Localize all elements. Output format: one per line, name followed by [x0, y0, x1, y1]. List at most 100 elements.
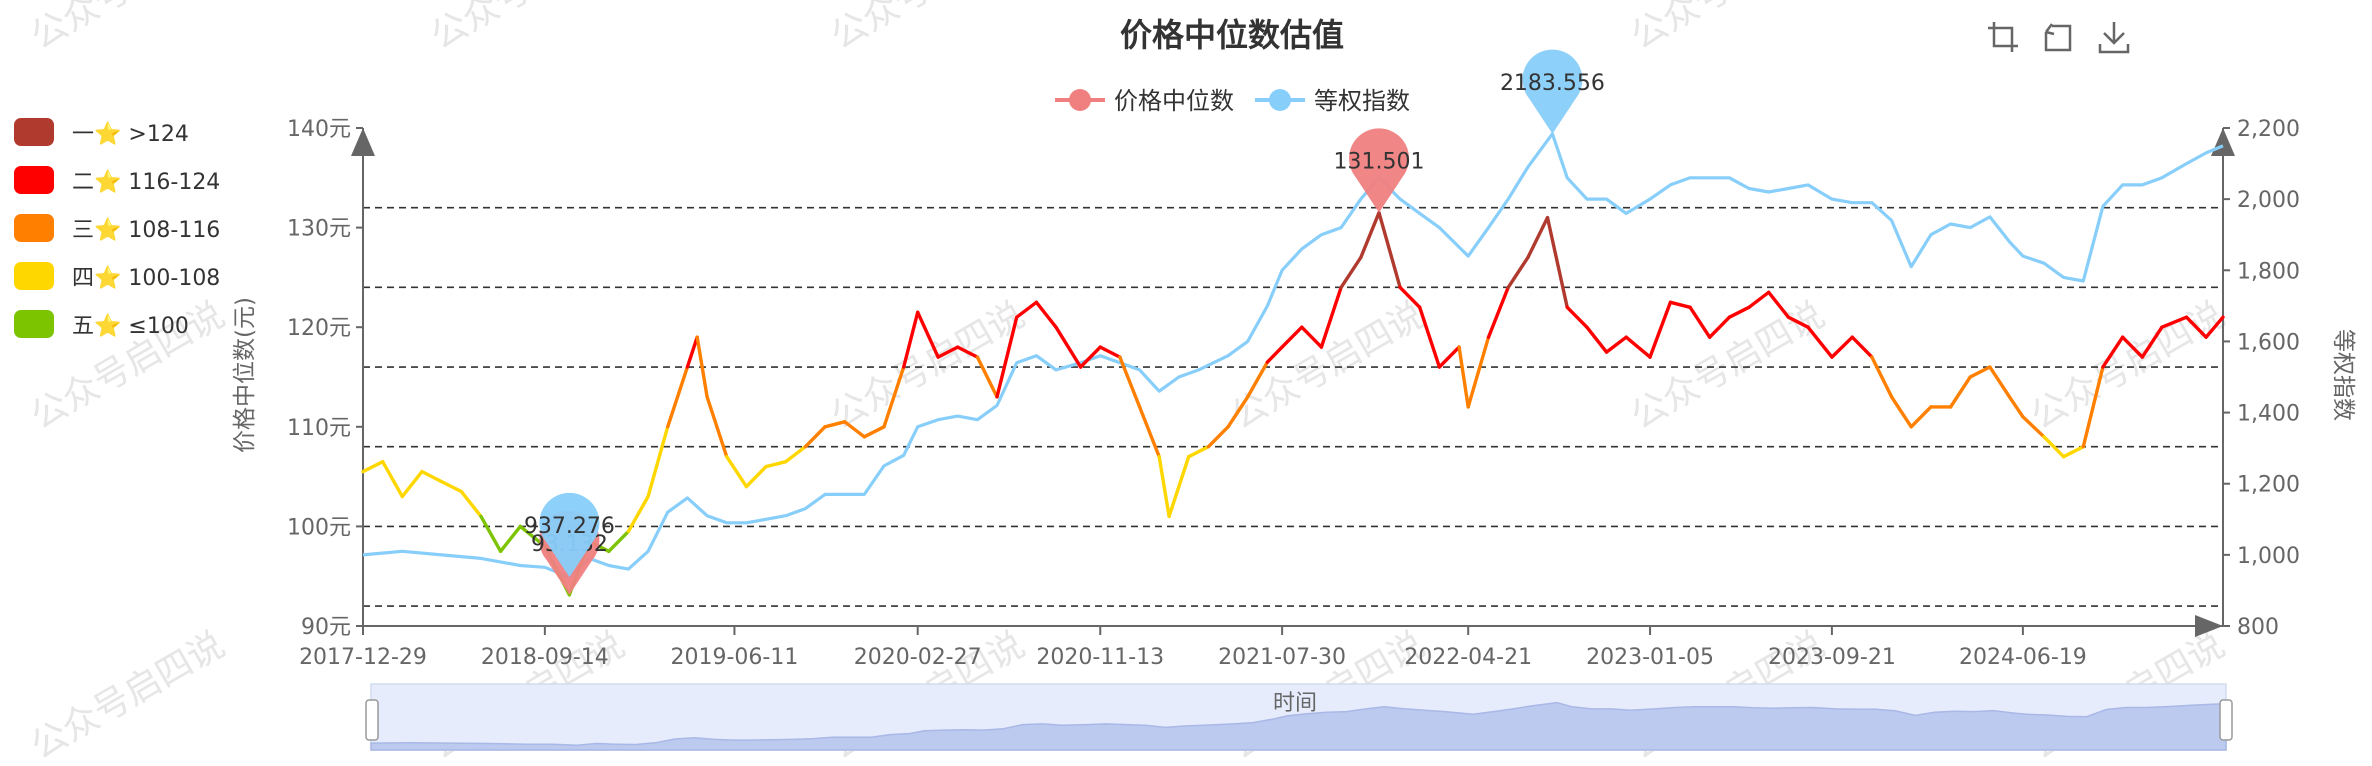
- x-tick-label: 2023-09-21: [1768, 645, 1896, 670]
- series-segment-price-median: [1300, 325, 1324, 349]
- series-segment-price-median: [1624, 335, 1652, 359]
- visual-map-item[interactable]: 三⭐ 108-116: [14, 214, 220, 243]
- series-segment-price-median: [2184, 315, 2208, 339]
- series-segment-price-median: [725, 455, 749, 489]
- series-segment-price-median: [498, 524, 522, 553]
- watermark-text: 公众号启四说: [824, 0, 1032, 58]
- x-tick-label: 2022-04-21: [1404, 645, 1532, 670]
- series-segment-price-median: [400, 469, 424, 499]
- series-segment-price-median: [705, 395, 729, 459]
- visual-map-item[interactable]: 五⭐ ≤100: [14, 310, 189, 339]
- series-segment-price-median: [1786, 315, 1810, 329]
- series-segment-price-median: [744, 464, 768, 489]
- series-segment-price-median: [1830, 335, 1855, 359]
- x-tick-label: 2021-07-30: [1218, 645, 1346, 670]
- series-segment-price-median: [439, 479, 463, 494]
- series-segment-price-median: [1437, 345, 1461, 369]
- marker-pin[interactable]: 937.276: [524, 492, 615, 578]
- visual-map-legend[interactable]: 一⭐ >124 二⭐ 116-124 三⭐ 108-116 四⭐ 100-108 五⭐ …: [14, 118, 220, 339]
- series-segment-price-median: [2204, 315, 2225, 339]
- visual-map-item[interactable]: 四⭐ 100-108: [14, 262, 220, 291]
- y-right-tick-label: 1,800: [2237, 259, 2300, 284]
- legend-item-equal-weight-index[interactable]: 等权指数: [1255, 87, 1410, 115]
- series-segment-price-median: [1526, 215, 1550, 260]
- series-segment-price-median: [1870, 355, 1894, 399]
- series-segment-price-median: [1015, 300, 1039, 319]
- y-axis-right-arrow: [2211, 128, 2235, 156]
- series-segment-price-median: [2081, 365, 2105, 449]
- series-segment-price-median: [764, 460, 788, 469]
- x-tick-label: 2019-06-11: [671, 645, 799, 670]
- series-segment-price-median: [936, 345, 960, 359]
- series-segment-price-median: [1604, 335, 1628, 354]
- series-segment-price-median: [1398, 285, 1422, 309]
- series-segment-price-median: [1359, 210, 1381, 260]
- series-segment-price-median: [1545, 215, 1569, 309]
- series-segment-price-median: [1585, 325, 1609, 354]
- series-segment-price-median: [2021, 415, 2046, 439]
- marker-label: 131.501: [1334, 150, 1425, 175]
- visual-map-item[interactable]: 二⭐ 116-124: [14, 166, 220, 195]
- data-zoom-preview: [370, 701, 2227, 751]
- watermark-text: 公众号启四说: [1624, 0, 1832, 58]
- series-segment-price-median: [1245, 360, 1270, 399]
- series-segment-price-median: [381, 460, 404, 499]
- y-left-tick-label: 110元: [287, 416, 351, 441]
- data-zoom-handle-right[interactable]: [2219, 699, 2233, 741]
- series-segment-price-median: [1850, 335, 1874, 359]
- x-tick-label: 2024-06-19: [1959, 645, 2087, 670]
- series-segment-price-median: [1167, 455, 1191, 519]
- series-segment-price-median: [1668, 300, 1692, 309]
- series-segment-price-median: [1226, 395, 1250, 429]
- y-left-tick-label: 100元: [287, 515, 351, 540]
- data-zoom-handle-left[interactable]: [365, 699, 379, 741]
- visual-map-swatch: [14, 310, 54, 338]
- legend-label-equal-weight-index: 等权指数: [1314, 87, 1410, 115]
- series-segment-price-median: [803, 425, 827, 449]
- watermark-text: 公众号启四说: [1624, 294, 1832, 438]
- series-segment-price-median: [459, 489, 483, 519]
- watermark-text: 公众号启四说: [824, 294, 1032, 438]
- series-segment-price-median: [1486, 285, 1510, 339]
- watermark-text: 公众号启四说: [24, 0, 232, 58]
- marker-pin[interactable]: 131.501: [1334, 128, 1425, 213]
- series-segment-price-median: [1034, 300, 1058, 329]
- series-segment-price-median: [862, 425, 886, 439]
- zoom-reset-icon[interactable]: [2044, 23, 2072, 52]
- watermark-text: 公众号启四说: [2024, 294, 2232, 438]
- data-zoom-slider[interactable]: 时间: [365, 683, 2233, 751]
- series-segment-price-median: [1137, 405, 1161, 459]
- series-segment-price-median: [1688, 305, 1712, 339]
- series-segment-price-median: [1206, 425, 1230, 449]
- series-segment-price-median: [1339, 255, 1363, 290]
- series-segment-price-median: [1948, 375, 1972, 409]
- series-segment-price-median: [1157, 455, 1171, 519]
- visual-map-item[interactable]: 一⭐ >124: [14, 118, 189, 147]
- visual-map-swatch: [14, 166, 54, 194]
- marker-pin-shape: [539, 492, 600, 578]
- series-segment-price-median: [1417, 305, 1442, 369]
- legend-item-price-median[interactable]: 价格中位数: [1055, 87, 1234, 115]
- series-segment-price-median: [1280, 325, 1304, 349]
- series-layer: [361, 132, 2225, 597]
- series-segment-price-median: [1265, 345, 1284, 364]
- marker-label: 2183.556: [1500, 71, 1605, 96]
- series-segment-price-median: [1377, 210, 1402, 290]
- series-segment-price-median: [1098, 345, 1122, 359]
- series-segment-price-median: [607, 529, 631, 553]
- series-segment-price-median: [1054, 325, 1083, 369]
- series-segment-price-median: [1909, 405, 1933, 429]
- series-segment-price-median: [843, 420, 866, 439]
- download-icon[interactable]: [2098, 22, 2130, 54]
- visual-map-label: 五⭐ ≤100: [72, 313, 189, 339]
- zoom-select-icon[interactable]: [1988, 22, 2018, 52]
- marker-pin[interactable]: 2183.556: [1500, 49, 1605, 134]
- x-tick-label: 2020-11-13: [1036, 645, 1164, 670]
- series-segment-price-median: [626, 494, 650, 534]
- series-segment-price-median: [1968, 365, 1992, 379]
- y-right-tick-label: 1,600: [2237, 330, 2300, 355]
- series-segment-price-median: [1078, 345, 1103, 369]
- chart-title: 价格中位数估值: [1120, 16, 1344, 54]
- series-segment-price-median: [1806, 325, 1834, 359]
- series-segment-price-median: [361, 460, 385, 474]
